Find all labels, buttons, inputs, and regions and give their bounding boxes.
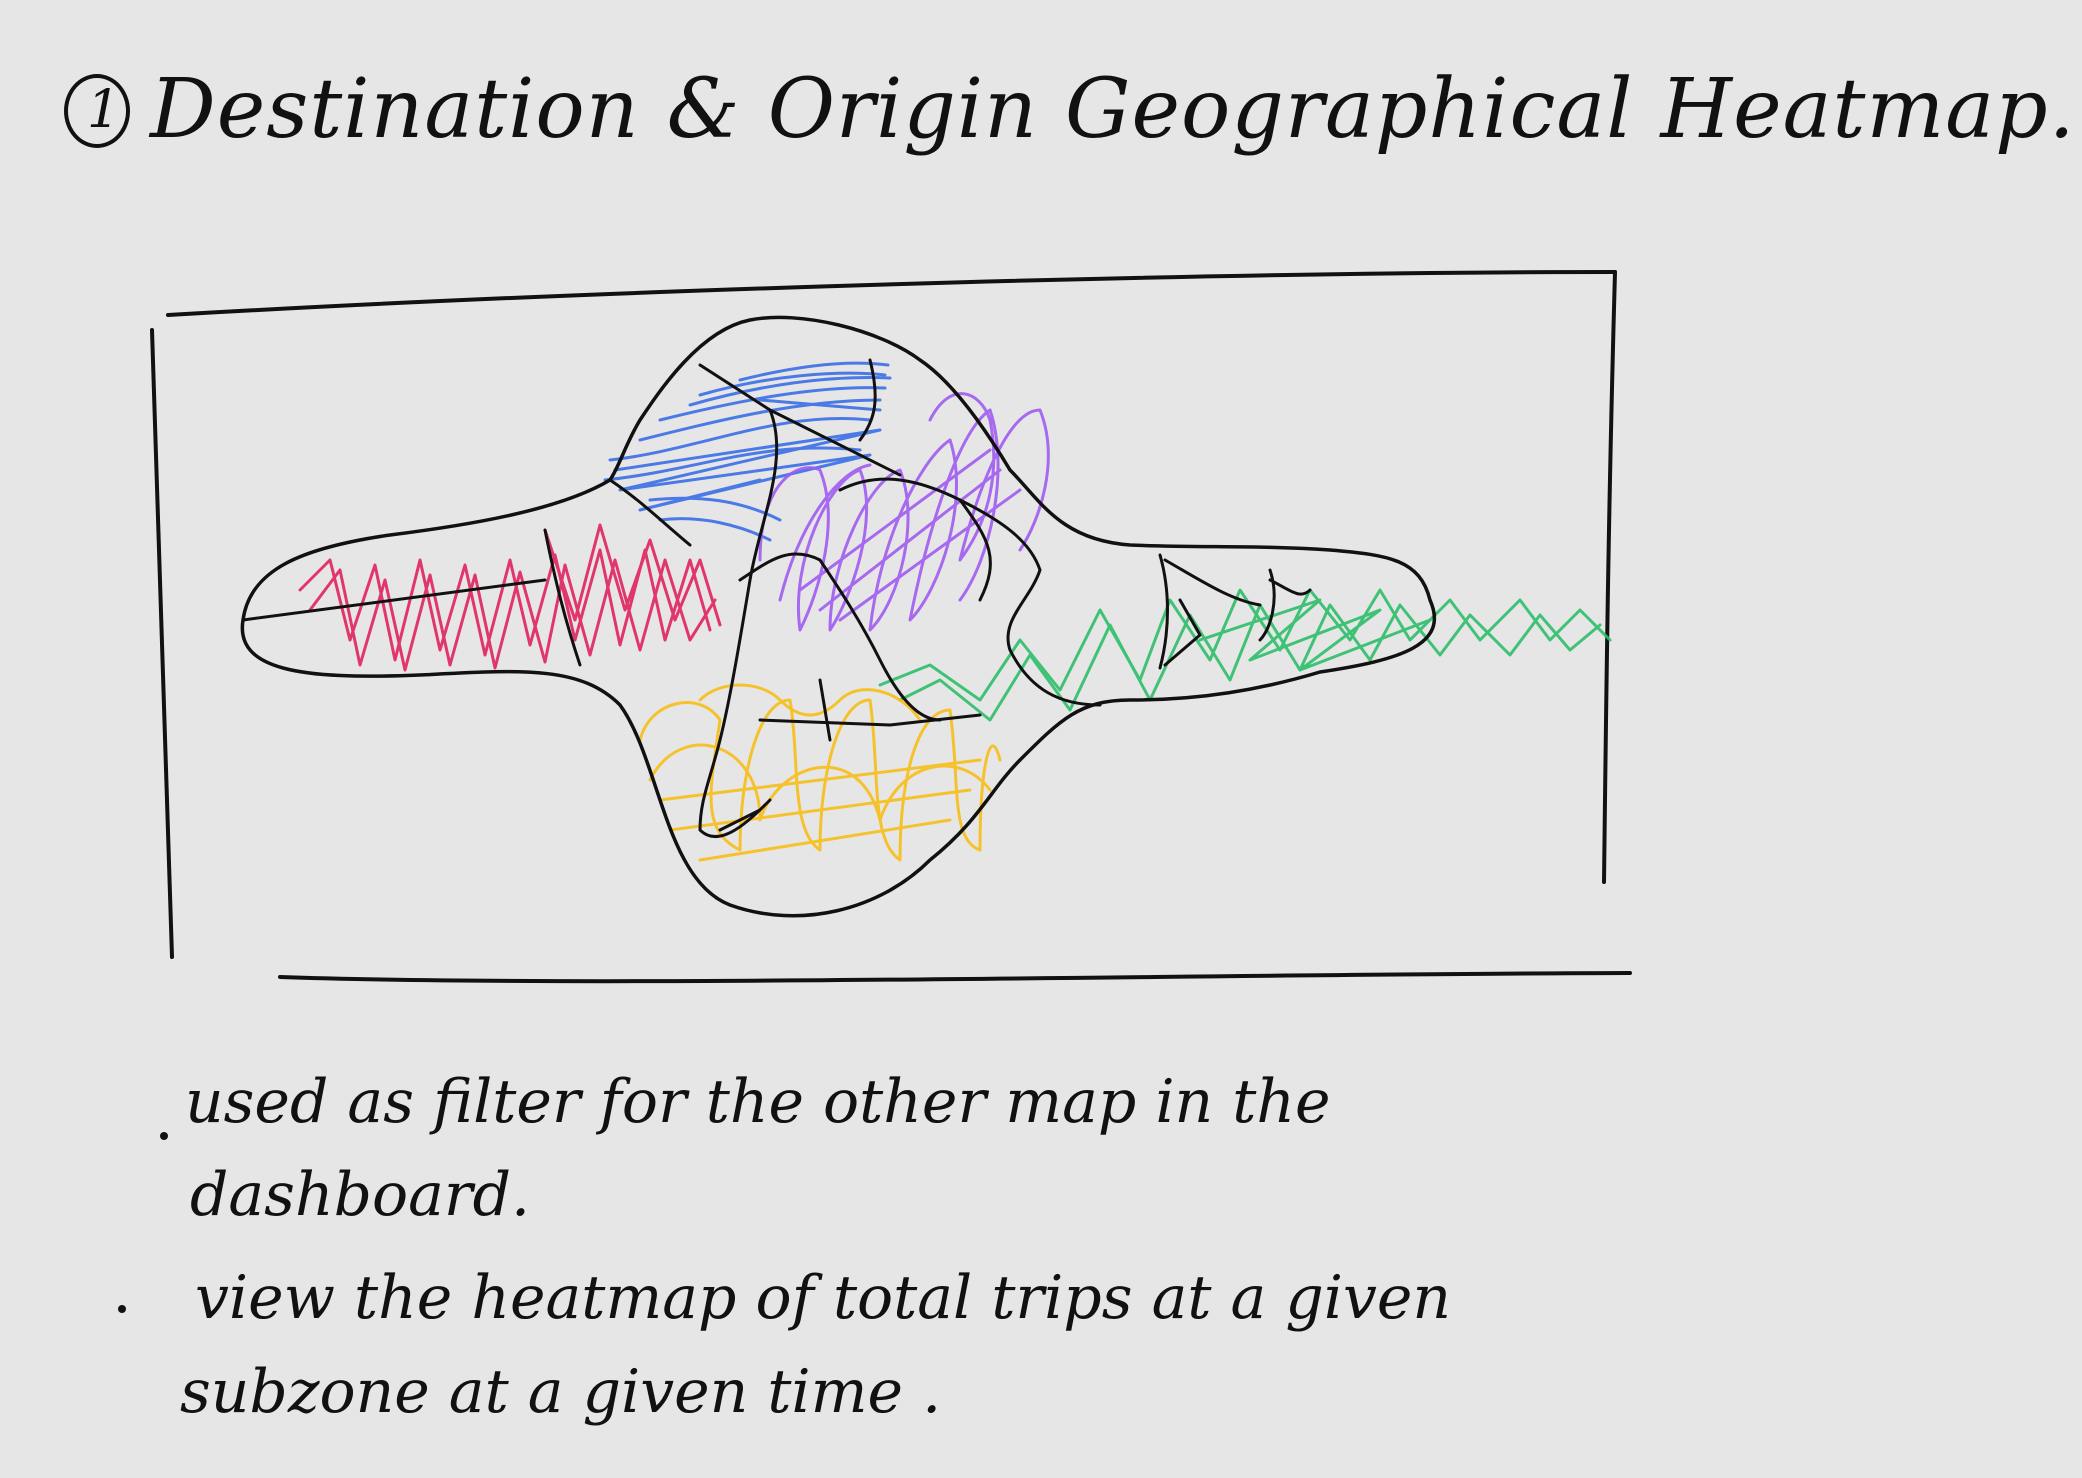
heat-zone-east bbox=[878, 588, 1612, 722]
note-2-line-1: view the heatmap of total trips at a giv… bbox=[195, 1263, 1452, 1333]
subzone-boundaries bbox=[241, 358, 1312, 838]
page-title: Destination & Origin Geographical Heatma… bbox=[150, 62, 2076, 157]
title-number: 1 bbox=[87, 80, 121, 140]
region-outline bbox=[240, 315, 1437, 918]
title-number-badge bbox=[64, 74, 130, 148]
heat-zone-south bbox=[638, 683, 1002, 862]
note-1-line-1: used as filter for the other map in the bbox=[185, 1067, 1331, 1137]
heat-zone-north bbox=[603, 361, 892, 542]
map-frame bbox=[150, 270, 1632, 984]
heat-zone-center bbox=[758, 392, 1050, 632]
heat-zone-west bbox=[298, 523, 722, 672]
note-1-bullet bbox=[160, 1132, 168, 1140]
note-2-line-2: subzone at a given time . bbox=[180, 1357, 942, 1427]
note-1-line-2: dashboard. bbox=[190, 1160, 531, 1230]
note-2-bullet bbox=[118, 1305, 126, 1313]
